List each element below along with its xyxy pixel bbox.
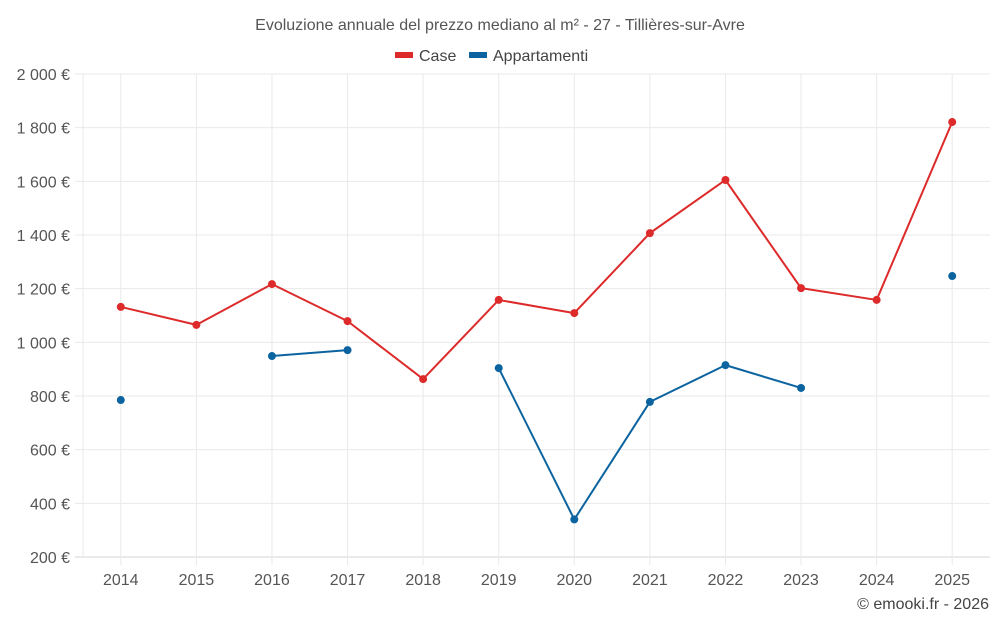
legend-item-appartamenti[interactable]: Appartamenti (469, 48, 588, 65)
data-point-appartamenti[interactable] (570, 515, 579, 524)
data-point-case[interactable] (721, 175, 730, 184)
data-point-case[interactable] (494, 295, 503, 304)
x-axis: 2014 2015 2016 2017 2018 2019 2020 2021 2022 2023… (103, 572, 970, 589)
legend-label-case: Case (419, 48, 456, 65)
data-point-case[interactable] (872, 295, 881, 304)
y-tick-label: 1 200 € (17, 282, 70, 299)
data-point-case[interactable] (570, 309, 579, 318)
series (116, 118, 957, 524)
x-tick-label: 2024 (859, 572, 895, 589)
legend-swatch-case (395, 52, 413, 58)
chart-title: Evoluzione annuale del prezzo mediano al… (255, 17, 745, 34)
data-point-appartamenti[interactable] (645, 397, 654, 406)
x-tick-label: 2025 (934, 572, 970, 589)
y-tick-label: 600 € (30, 443, 70, 460)
y-tick-label: 800 € (30, 389, 70, 406)
series-line-appartamenti (271, 349, 348, 358)
y-tick-label: 2 000 € (17, 67, 70, 84)
x-tick-label: 2021 (632, 572, 668, 589)
y-tick-label: 1 000 € (17, 335, 70, 352)
data-point-case[interactable] (948, 118, 957, 127)
data-point-case[interactable] (343, 317, 352, 326)
x-tick-label: 2018 (405, 572, 441, 589)
y-tick-label: 1 800 € (17, 121, 70, 138)
x-tick-label: 2023 (783, 572, 819, 589)
grid (75, 73, 990, 565)
data-point-case[interactable] (645, 229, 654, 238)
data-point-appartamenti[interactable] (721, 361, 730, 370)
y-tick-label: 400 € (30, 496, 70, 513)
series-line-case (120, 121, 954, 381)
x-tick-label: 2016 (254, 572, 290, 589)
data-point-appartamenti[interactable] (797, 383, 806, 392)
x-tick-label: 2015 (179, 572, 215, 589)
data-point-case[interactable] (419, 375, 428, 384)
data-point-appartamenti[interactable] (494, 364, 503, 373)
series-appartamenti (116, 272, 957, 524)
data-point-case[interactable] (116, 302, 125, 311)
series-case (116, 118, 957, 384)
data-point-appartamenti[interactable] (116, 396, 125, 405)
legend-swatch-appartamenti (469, 52, 487, 58)
data-point-case[interactable] (797, 284, 806, 293)
x-tick-label: 2022 (708, 572, 744, 589)
y-tick-label: 200 € (30, 550, 70, 567)
x-tick-label: 2019 (481, 572, 517, 589)
data-point-case[interactable] (192, 320, 201, 329)
legend: Case Appartamenti (395, 48, 588, 65)
y-axis: 200 € 400 € 600 € 800 € 1 000 € 1 200 € 1 400 … (17, 67, 70, 567)
data-point-appartamenti[interactable] (343, 346, 352, 355)
x-tick-label: 2017 (330, 572, 366, 589)
x-tick-label: 2020 (556, 572, 592, 589)
legend-label-appartamenti: Appartamenti (493, 48, 588, 65)
x-tick-label: 2014 (103, 572, 139, 589)
y-tick-label: 1 400 € (17, 228, 70, 245)
data-point-case[interactable] (267, 280, 276, 289)
data-point-appartamenti[interactable] (948, 272, 957, 281)
data-point-appartamenti[interactable] (267, 352, 276, 361)
legend-item-case[interactable]: Case (395, 48, 456, 65)
y-tick-label: 1 600 € (17, 174, 70, 191)
credit-text: © emooki.fr - 2026 (857, 596, 989, 613)
